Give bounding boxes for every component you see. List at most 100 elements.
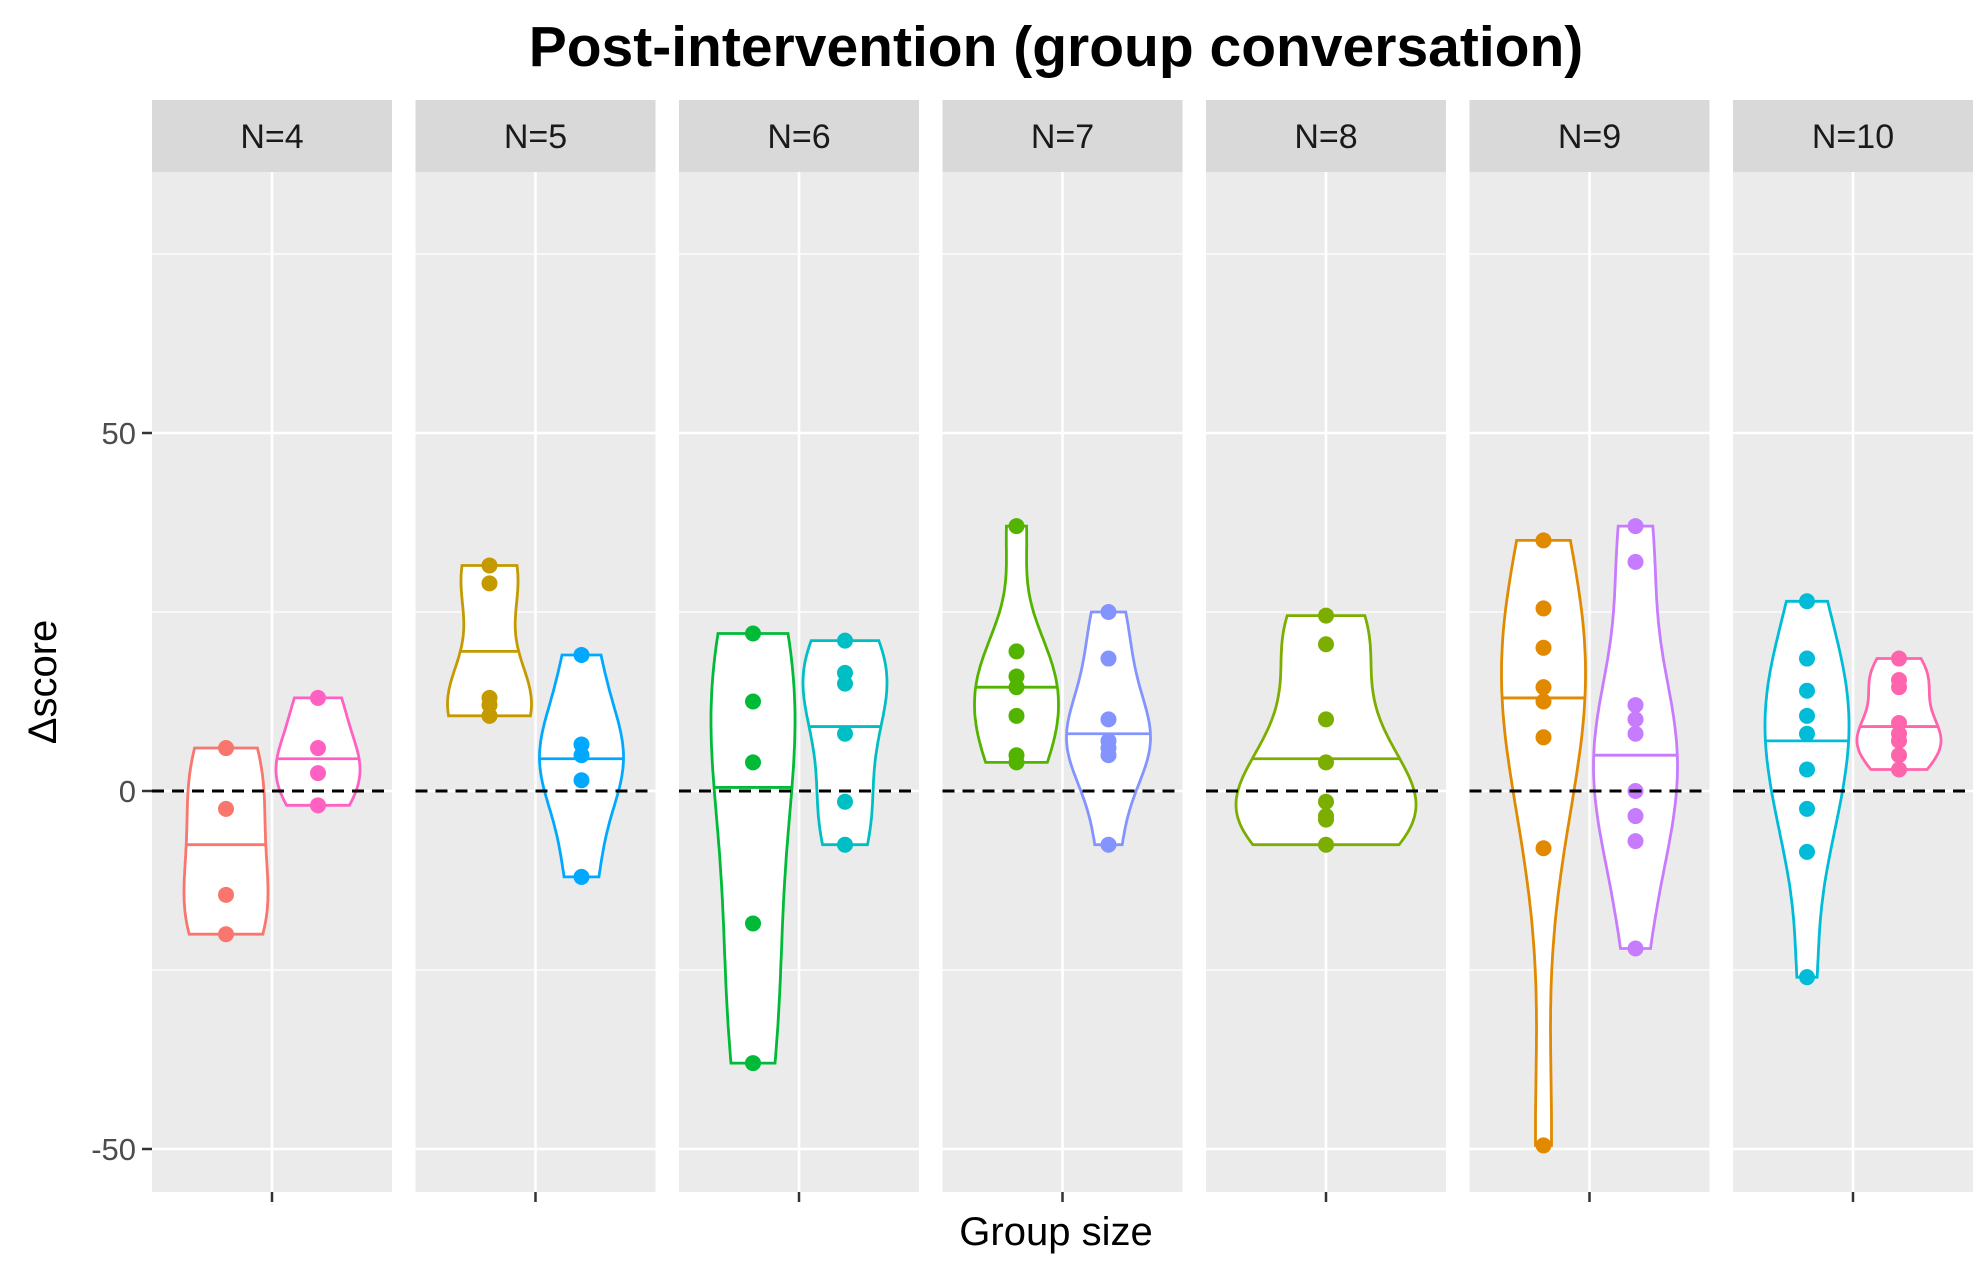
data-point xyxy=(1008,707,1025,724)
violin-group xyxy=(274,689,362,814)
data-point xyxy=(1627,697,1644,714)
data-point xyxy=(1535,729,1552,746)
violin-group xyxy=(182,740,270,943)
data-point xyxy=(1799,761,1815,778)
data-point xyxy=(837,675,853,692)
data-point xyxy=(1535,840,1552,857)
data-point xyxy=(573,646,590,663)
facet-label: N=7 xyxy=(1031,118,1094,156)
data-point xyxy=(1799,707,1815,724)
data-point xyxy=(745,625,761,642)
data-point xyxy=(1535,600,1552,617)
data-point xyxy=(573,747,590,764)
y-tick-label: 50 xyxy=(102,416,136,451)
violin-group xyxy=(973,518,1060,771)
facet-panel: N=10 xyxy=(1733,100,1973,1202)
data-point xyxy=(1627,725,1644,742)
data-point xyxy=(1799,650,1815,667)
data-point xyxy=(1799,800,1815,817)
data-point xyxy=(1891,761,1907,778)
facet-label: N=6 xyxy=(767,118,830,156)
violin-group xyxy=(709,625,797,1072)
facet-strip xyxy=(152,100,392,172)
data-point xyxy=(1318,607,1334,624)
data-point xyxy=(310,765,326,782)
data-point xyxy=(1535,679,1552,696)
facet-panel: N=8 xyxy=(1206,100,1446,1202)
data-point xyxy=(1799,969,1815,986)
data-point xyxy=(310,740,326,757)
data-point xyxy=(1891,679,1907,696)
data-point xyxy=(1008,518,1025,535)
data-point xyxy=(837,632,853,649)
violin-group xyxy=(446,557,533,724)
data-point xyxy=(1318,793,1334,810)
data-point xyxy=(1535,693,1552,710)
data-point xyxy=(1008,643,1025,660)
facet-strip xyxy=(1733,100,1973,172)
violin-shape xyxy=(1234,614,1418,847)
data-point xyxy=(745,1055,761,1072)
data-point xyxy=(1318,711,1334,728)
violin-shape xyxy=(538,653,625,879)
data-point xyxy=(1535,1137,1552,1154)
data-point xyxy=(1799,843,1815,860)
data-point xyxy=(1318,836,1334,853)
violin-group xyxy=(1500,532,1587,1154)
data-point xyxy=(745,754,761,771)
y-axis-title: Δscore xyxy=(21,620,65,745)
data-point xyxy=(837,725,853,742)
violin-group xyxy=(1855,650,1943,778)
data-point xyxy=(1318,636,1334,653)
facet-strip xyxy=(415,100,656,172)
x-axis-title: Group size xyxy=(959,1210,1152,1254)
violin-shape xyxy=(801,639,889,847)
data-point xyxy=(481,557,498,574)
violin-shape xyxy=(1065,610,1152,847)
violin-group xyxy=(1592,518,1679,957)
data-point xyxy=(218,740,234,757)
data-point xyxy=(218,800,234,817)
facet-panel: N=9 xyxy=(1469,100,1710,1202)
facet-strip xyxy=(942,100,1183,172)
facet-panel: N=4 xyxy=(152,100,392,1202)
violin-shape xyxy=(1855,657,1943,771)
data-point xyxy=(1100,604,1117,620)
violin-group xyxy=(801,632,889,853)
y-tick-label: 0 xyxy=(119,774,136,809)
data-point xyxy=(1627,518,1644,535)
chart-title: Post-intervention (group conversation) xyxy=(528,15,1584,79)
data-point xyxy=(310,797,326,814)
data-point xyxy=(1891,650,1907,667)
data-point xyxy=(1008,754,1025,771)
facet-label: N=4 xyxy=(240,118,303,156)
violin-group xyxy=(1065,604,1152,853)
facet-panel: N=7 xyxy=(942,100,1183,1202)
facet-strip xyxy=(1206,100,1446,172)
data-point xyxy=(1008,679,1025,696)
facet-label: N=10 xyxy=(1812,118,1894,156)
data-point xyxy=(745,915,761,932)
facet-panel: N=6 xyxy=(679,100,919,1202)
facet-strip xyxy=(679,100,919,172)
data-point xyxy=(1627,940,1644,957)
violin-group xyxy=(1763,593,1851,986)
data-point xyxy=(837,793,853,810)
data-point xyxy=(573,868,590,885)
facet-label: N=8 xyxy=(1294,118,1357,156)
data-point xyxy=(837,836,853,853)
data-point xyxy=(1100,836,1117,853)
data-point xyxy=(1100,711,1117,728)
data-point xyxy=(1799,725,1815,742)
data-point xyxy=(745,693,761,710)
violin-shape xyxy=(446,564,533,718)
data-point xyxy=(1318,754,1334,771)
data-point xyxy=(1891,732,1907,749)
data-point xyxy=(1318,811,1334,828)
facet-label: N=9 xyxy=(1558,118,1621,156)
data-point xyxy=(573,772,590,789)
panels-layer: N=4 N=5 N=6 N=7 N=8 N=9 N=10 xyxy=(152,100,1973,1202)
y-tick-label: -50 xyxy=(91,1132,136,1167)
data-point xyxy=(1627,833,1644,850)
